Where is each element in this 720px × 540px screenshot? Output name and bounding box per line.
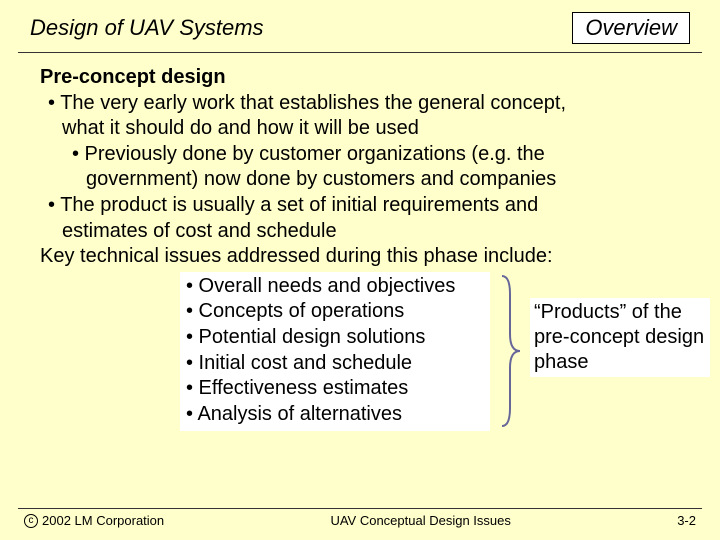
subheading: Key technical issues addressed during th… [40, 244, 690, 270]
issue-item: • Effectiveness estimates [186, 376, 484, 402]
bullet-level1: • The very early work that establishes t… [40, 91, 690, 117]
issue-item: • Potential design solutions [186, 325, 484, 351]
bullet-cont: estimates of cost and schedule [40, 219, 690, 245]
page-number: 3-2 [677, 513, 696, 528]
copyright-text: 2002 LM Corporation [42, 513, 164, 528]
section-title: Overview [572, 12, 690, 44]
topic-heading: Pre-concept design [40, 65, 690, 91]
products-callout: “Products” of the pre-concept design pha… [530, 298, 710, 377]
bullet-cont: government) now done by customers and co… [40, 167, 690, 193]
issues-block: • Overall needs and objectives • Concept… [40, 272, 690, 432]
bullet-cont: what it should do and how it will be use… [40, 116, 690, 142]
bullet-level1: • The product is usually a set of initia… [40, 193, 690, 219]
footer-title: UAV Conceptual Design Issues [330, 513, 510, 528]
issues-list: • Overall needs and objectives • Concept… [180, 272, 490, 432]
course-title: Design of UAV Systems [30, 15, 264, 41]
slide-content: Pre-concept design • The very early work… [0, 53, 720, 431]
issue-item: • Concepts of operations [186, 299, 484, 325]
slide-footer: c 2002 LM Corporation UAV Conceptual Des… [0, 508, 720, 528]
copyright-icon: c [24, 514, 38, 528]
curly-brace-icon [498, 274, 522, 428]
issue-item: • Initial cost and schedule [186, 351, 484, 377]
issue-item: • Analysis of alternatives [186, 402, 484, 428]
bullet-level2: • Previously done by customer organizati… [40, 142, 690, 168]
slide-header: Design of UAV Systems Overview [0, 0, 720, 52]
copyright: c 2002 LM Corporation [24, 513, 164, 528]
issue-item: • Overall needs and objectives [186, 274, 484, 300]
